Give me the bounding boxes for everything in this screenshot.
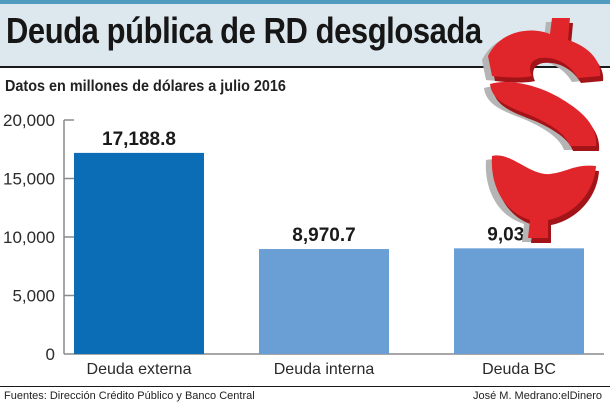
bar-deuda-bc bbox=[454, 248, 584, 354]
source-note: Fuentes: Dirección Crédito Público y Ban… bbox=[4, 390, 255, 402]
y-tick-label: 10,000 bbox=[3, 228, 55, 247]
credit-note: José M. Medrano:elDinero bbox=[472, 390, 602, 402]
bar-deuda-externa bbox=[74, 152, 204, 354]
chart-subtitle: Datos en millones de dólares a julio 201… bbox=[5, 78, 286, 95]
category-label: Deuda externa bbox=[87, 361, 192, 378]
category-label: Deuda interna bbox=[274, 361, 375, 378]
y-tick-label: 5,000 bbox=[12, 287, 55, 306]
y-tick-label: 0 bbox=[46, 345, 55, 364]
footer-divider bbox=[0, 386, 610, 387]
title-divider bbox=[0, 66, 610, 68]
data-label: 17,188.8 bbox=[102, 129, 176, 150]
bars bbox=[74, 152, 584, 354]
accent-strip bbox=[0, 0, 610, 4]
category-label: Deuda BC bbox=[482, 361, 556, 378]
data-label: 8,970.7 bbox=[292, 225, 355, 246]
chart-title: Deuda pública de RD desglosada bbox=[6, 10, 482, 51]
labels: 17,188.8 Deuda externa 8,970.7 Deuda intern… bbox=[87, 129, 556, 378]
bar-deuda-interna bbox=[259, 249, 389, 354]
y-tick-label: 20,000 bbox=[3, 111, 55, 130]
bar-chart: 0 5,000 10,000 15,000 20,000 17,188.8 Deuda e… bbox=[3, 111, 604, 378]
y-tick-label: 15,000 bbox=[3, 170, 55, 189]
dollar-sign-puzzle-icon bbox=[482, 18, 604, 243]
